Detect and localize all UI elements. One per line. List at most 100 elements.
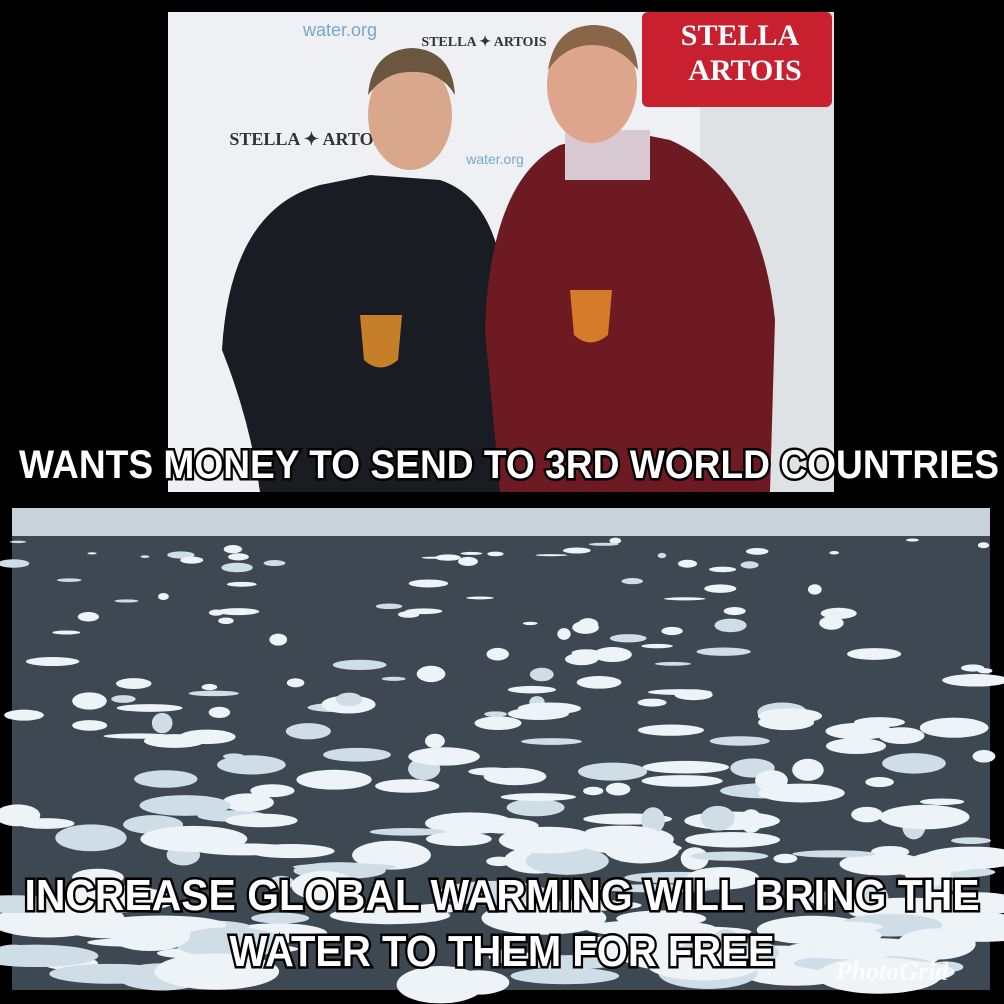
ice-floe	[657, 552, 667, 559]
sky	[12, 508, 990, 536]
ice-floe	[792, 850, 876, 858]
ice-floe	[583, 786, 604, 796]
ice-floe	[460, 551, 483, 555]
ice-floe	[585, 825, 658, 839]
ice-floe	[154, 953, 280, 990]
ice-floe	[825, 722, 893, 740]
ice-floe	[174, 927, 286, 959]
ice-floe	[942, 673, 1004, 687]
ice-floe	[773, 853, 798, 864]
ice-floe	[690, 851, 769, 861]
ice-floe	[424, 733, 445, 749]
ice-floe	[641, 807, 665, 834]
ice-floe	[109, 919, 191, 952]
ice-floe	[807, 891, 838, 905]
ice-floe	[201, 683, 218, 691]
ice-floe	[323, 747, 391, 762]
beer-glass	[360, 315, 402, 368]
ice-floe	[646, 948, 761, 981]
ice-floe	[487, 551, 504, 557]
ice-floe	[709, 736, 770, 746]
ice-floe	[481, 901, 607, 935]
ice-floe	[225, 813, 298, 828]
ice-floe	[329, 906, 451, 925]
ice-floe	[375, 603, 403, 610]
ice-floes	[0, 537, 1004, 1004]
ice-floe	[685, 832, 781, 848]
sign-text: water.org	[465, 151, 524, 167]
ice-floe	[704, 584, 737, 593]
ice-floe	[906, 538, 919, 542]
ice-floe	[291, 870, 356, 901]
ice-floe	[758, 783, 845, 803]
person-right-hair	[548, 25, 638, 70]
ice-floe	[72, 720, 108, 731]
ice-floe	[951, 837, 991, 845]
ice-floe	[829, 550, 840, 555]
bottom-caption-line: WATER TO THEM FOR FREE	[230, 927, 775, 976]
ice-floe	[180, 556, 204, 564]
ice-floe	[851, 806, 883, 823]
ice-floe	[438, 880, 549, 906]
ice-floe	[228, 553, 249, 561]
ice-floe	[878, 727, 925, 745]
ice-floe	[498, 826, 597, 854]
ice-floe	[637, 724, 705, 736]
ice-floe	[740, 561, 759, 569]
ice-floe	[739, 809, 763, 833]
ice-floe	[157, 593, 169, 601]
ice-floe	[621, 578, 643, 585]
ice-floe	[335, 692, 363, 707]
ice-floe	[637, 698, 667, 707]
ice-floe	[408, 579, 449, 588]
ice-floe	[55, 824, 127, 852]
ice-floe	[972, 750, 996, 763]
ice-floe	[286, 678, 305, 688]
ice-floe	[216, 608, 260, 616]
ice-floe	[425, 831, 492, 847]
ice-floe	[4, 709, 44, 721]
ice-floe	[847, 648, 902, 660]
ice-floe	[466, 596, 494, 600]
ice-floe	[677, 559, 698, 568]
ice-floe	[140, 555, 150, 559]
ice-floe	[178, 729, 236, 745]
ice-floe	[578, 762, 648, 781]
ice-floe	[134, 770, 198, 788]
ice-floe	[250, 784, 295, 798]
ice-floe	[792, 941, 903, 960]
ice-floe	[572, 621, 599, 634]
ice-floe	[977, 542, 990, 549]
bottom-photo	[0, 508, 1004, 1004]
ice-floe	[197, 840, 220, 849]
ice-floe	[447, 970, 510, 995]
ice-floe	[483, 767, 547, 786]
ice-floe	[56, 578, 82, 582]
ice-floe	[151, 712, 173, 734]
ice-floe	[535, 554, 568, 557]
person-right-head	[547, 27, 637, 143]
ice-floe	[897, 928, 976, 960]
ice-floe	[882, 753, 946, 774]
ice-floe	[663, 597, 706, 601]
ice-floe	[292, 863, 397, 871]
ice-floe	[593, 647, 632, 663]
ice-floe	[919, 798, 965, 805]
person-left-hair	[368, 48, 455, 95]
ice-floe	[696, 647, 751, 656]
ice-floe	[352, 840, 431, 870]
person-left-head	[368, 60, 452, 170]
ice-floe	[17, 818, 75, 829]
ice-floe	[562, 547, 591, 554]
watermark: PhotoGrid	[835, 957, 950, 986]
ice-floe	[641, 643, 673, 649]
ice-floe	[114, 599, 139, 603]
ice-floe	[217, 755, 286, 775]
ice-floe	[208, 706, 231, 718]
ice-floe	[714, 618, 747, 633]
ice-floe	[226, 581, 257, 587]
ice-floe	[140, 825, 248, 852]
ice-floe	[251, 912, 310, 924]
ice-floe	[375, 779, 440, 793]
